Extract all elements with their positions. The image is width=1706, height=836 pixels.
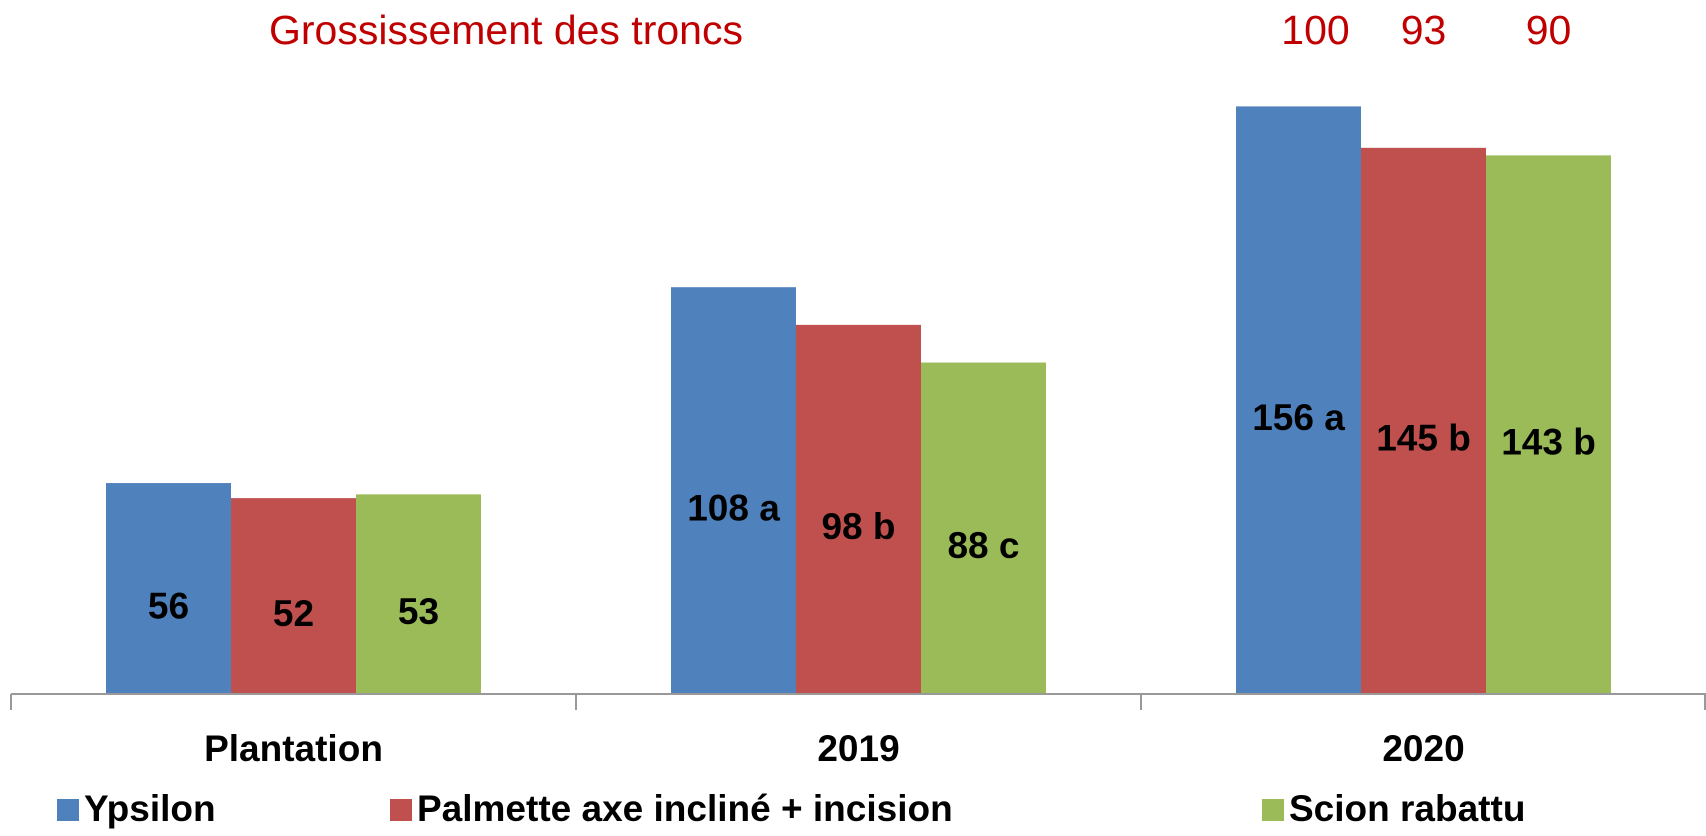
bar bbox=[1486, 155, 1611, 694]
legend-swatch bbox=[390, 799, 412, 821]
data-label: 108 a bbox=[687, 487, 780, 528]
x-tick-label: 2020 bbox=[1382, 728, 1464, 769]
data-label: 156 a bbox=[1252, 397, 1345, 438]
legend-swatch bbox=[57, 799, 79, 821]
annotation: 90 bbox=[1526, 7, 1572, 53]
data-label: 145 b bbox=[1376, 418, 1471, 459]
bar bbox=[1361, 147, 1486, 695]
data-label: 56 bbox=[148, 585, 189, 626]
bar bbox=[796, 324, 921, 694]
bar bbox=[231, 498, 356, 694]
annotation: 93 bbox=[1401, 7, 1447, 53]
data-label: 88 c bbox=[947, 525, 1019, 566]
bar bbox=[1236, 106, 1361, 694]
chart-title: Grossissement des troncs bbox=[269, 7, 743, 53]
bar bbox=[106, 483, 231, 694]
legend-label: Scion rabattu bbox=[1289, 788, 1525, 829]
data-label: 52 bbox=[273, 593, 314, 634]
legend-label: Ypsilon bbox=[84, 788, 216, 829]
bar bbox=[671, 287, 796, 694]
data-label: 98 b bbox=[821, 506, 895, 547]
bar bbox=[921, 362, 1046, 694]
data-label: 143 b bbox=[1501, 421, 1596, 462]
x-tick-label: 2019 bbox=[817, 728, 899, 769]
legend-swatch bbox=[1262, 799, 1284, 821]
x-tick-label: Plantation bbox=[204, 728, 383, 769]
data-label: 53 bbox=[398, 591, 439, 632]
bar bbox=[356, 494, 481, 694]
annotation: 100 bbox=[1281, 7, 1349, 53]
legend-label: Palmette axe incliné + incision bbox=[417, 788, 953, 829]
